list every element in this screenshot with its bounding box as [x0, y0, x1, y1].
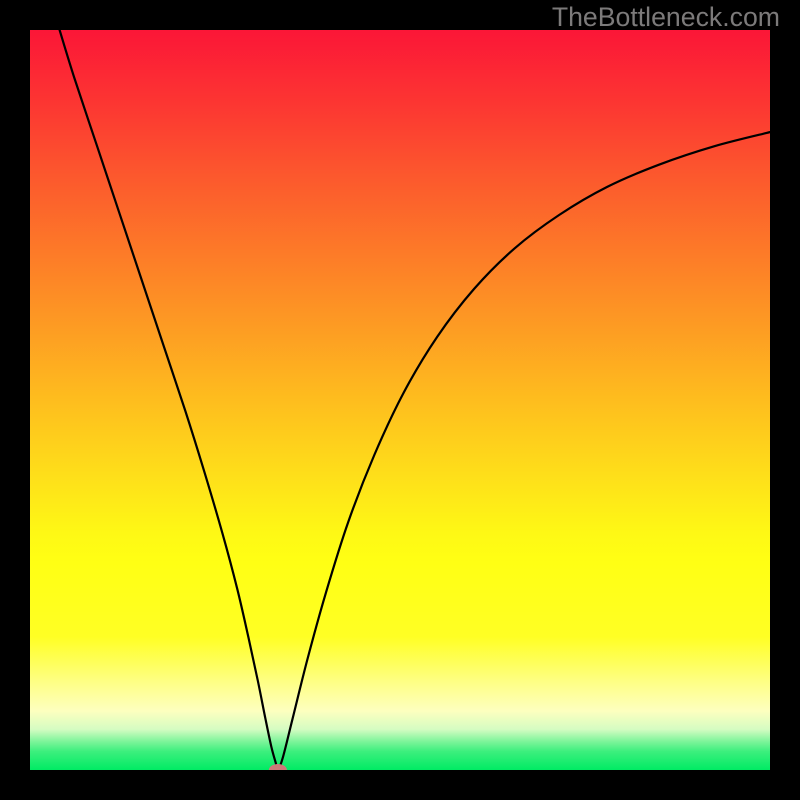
apex-marker: [269, 764, 287, 770]
chart-frame: TheBottleneck.com: [0, 0, 800, 800]
bottleneck-curve: [30, 30, 770, 770]
watermark-text: TheBottleneck.com: [552, 2, 780, 33]
plot-area: [30, 30, 770, 770]
curve-path: [60, 30, 770, 770]
